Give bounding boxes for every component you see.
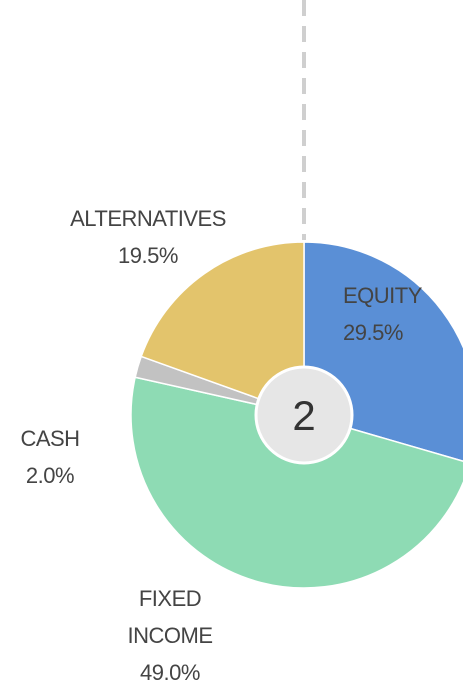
category-name: FIXED INCOME (127, 586, 214, 648)
category-name: ALTERNATIVES (70, 206, 226, 231)
value-label: 49.0% (140, 660, 200, 685)
value-label: 29.5% (343, 320, 403, 345)
pie-slice (130, 376, 463, 589)
center-label: 2 (292, 392, 315, 439)
pie-slice (140, 241, 305, 417)
category-name: CASH (20, 426, 80, 451)
value-label: 2.0% (25, 463, 75, 488)
slice-label: ALTERNATIVES 19.5% (68, 200, 228, 274)
slice-label: EQUITY 29.5% (343, 277, 422, 351)
slice-label: FIXED INCOME 49.0% (120, 580, 220, 687)
slice-label: CASH 2.0% (10, 420, 90, 494)
value-label: 19.5% (118, 243, 178, 268)
category-name: EQUITY (343, 283, 422, 308)
center-circle (254, 365, 354, 465)
